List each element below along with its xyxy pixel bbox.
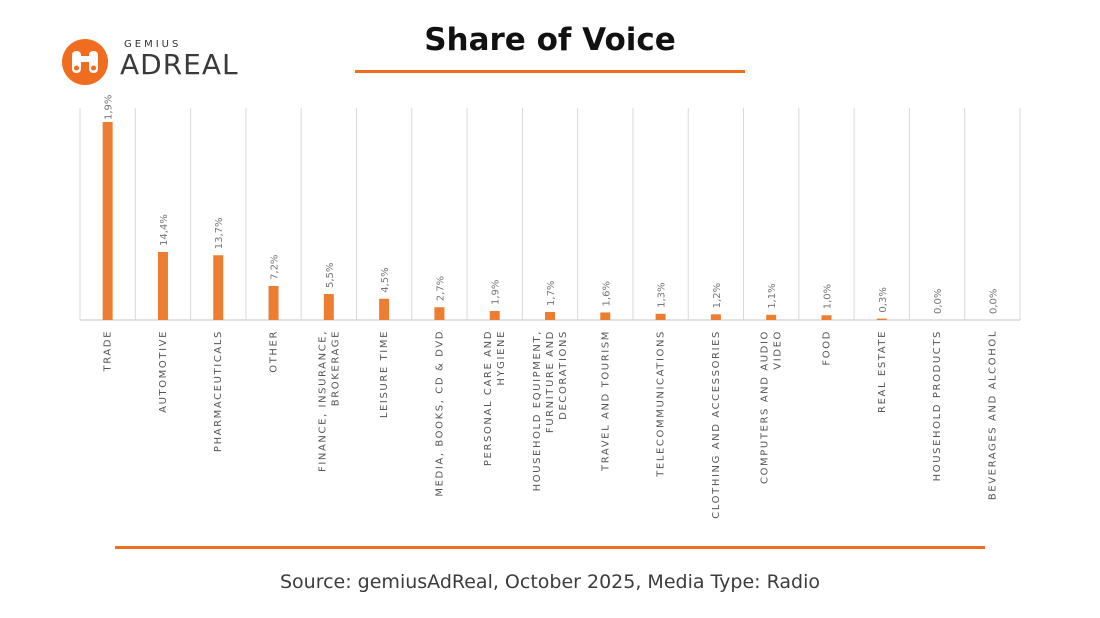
value-label: 5,5% <box>325 263 336 288</box>
bar <box>489 311 500 320</box>
page-title: Share of Voice <box>424 22 676 58</box>
value-label: 1,6% <box>601 281 612 306</box>
category-label: AUTOMOTIVE <box>158 330 169 413</box>
title-underline <box>355 70 745 73</box>
bar <box>766 314 777 320</box>
category-label: OTHER <box>269 330 280 373</box>
value-label: 14,4% <box>159 214 170 246</box>
bar <box>545 311 555 320</box>
bar <box>323 294 334 320</box>
logo-adreal-text: ADREAL <box>120 48 239 81</box>
logo-lens-left <box>74 65 79 71</box>
category-label: HOUSEHOLD PRODUCTS <box>932 330 943 481</box>
logo-lens-right <box>91 65 96 71</box>
bar <box>434 307 445 320</box>
category-label: TRAVEL AND TOURISM <box>600 330 611 472</box>
value-label: 0,0% <box>933 289 944 314</box>
bar <box>213 255 224 320</box>
value-label: 1,9% <box>491 280 502 305</box>
bar <box>102 122 113 320</box>
bar <box>655 313 666 320</box>
bar <box>268 285 279 320</box>
value-label: 1,3% <box>657 282 668 307</box>
value-label: 1,9% <box>104 95 115 120</box>
category-label: LEISURE TIME <box>379 330 390 418</box>
source-note: Source: gemiusAdReal, October 2025, Medi… <box>279 571 821 593</box>
logo-gemius-text: GEMIUS <box>124 39 182 50</box>
bar <box>821 315 832 320</box>
category-label: BEVERAGES AND ALCOHOL <box>987 330 998 500</box>
bar-chart: 1,9% TRADE 14,4% AUTOMOTIVE 13,7% PHARMACEUTI… <box>79 95 1021 519</box>
value-label: 7,2% <box>270 255 281 280</box>
category-label: FINANCE, INSURANCE, BROKERAGE <box>317 330 341 472</box>
category-label: REAL ESTATE <box>877 330 888 413</box>
category-label: COMPUTERS AND AUDIO VIDEO <box>760 330 784 484</box>
bar <box>379 298 390 320</box>
bar <box>157 251 168 320</box>
bar <box>600 312 611 320</box>
bottom-divider <box>115 546 985 549</box>
gemius-adreal-logo: GEMIUS ADREAL <box>62 37 262 87</box>
value-label: 13,7% <box>214 217 225 249</box>
category-label: PHARMACEUTICALS <box>213 330 224 452</box>
value-label: 1,0% <box>822 284 833 309</box>
category-label: PERSONAL CARE AND HYGIENE <box>483 330 507 466</box>
category-label: TRADE <box>103 330 114 373</box>
category-label: HOUSEHOLD EQUIPMENT, FURNITURE AND DECORAT… <box>532 330 569 491</box>
value-label: 1,1% <box>767 283 778 308</box>
bar <box>876 318 887 320</box>
value-label: 2,7% <box>435 276 446 301</box>
value-label: 0,0% <box>988 289 999 314</box>
category-label: MEDIA, BOOKS, CD & DVD <box>434 330 445 497</box>
bar <box>710 314 721 320</box>
value-label: 4,5% <box>380 267 391 292</box>
binoculars-icon <box>62 39 108 85</box>
value-label: 1,2% <box>712 283 723 308</box>
category-label: FOOD <box>821 330 832 366</box>
category-label: CLOTHING AND ACCESSORIES <box>711 330 722 519</box>
value-label: 1,7% <box>546 281 557 306</box>
category-label: TELECOMMUNICATIONS <box>656 330 667 478</box>
value-label: 0,3% <box>878 287 889 312</box>
